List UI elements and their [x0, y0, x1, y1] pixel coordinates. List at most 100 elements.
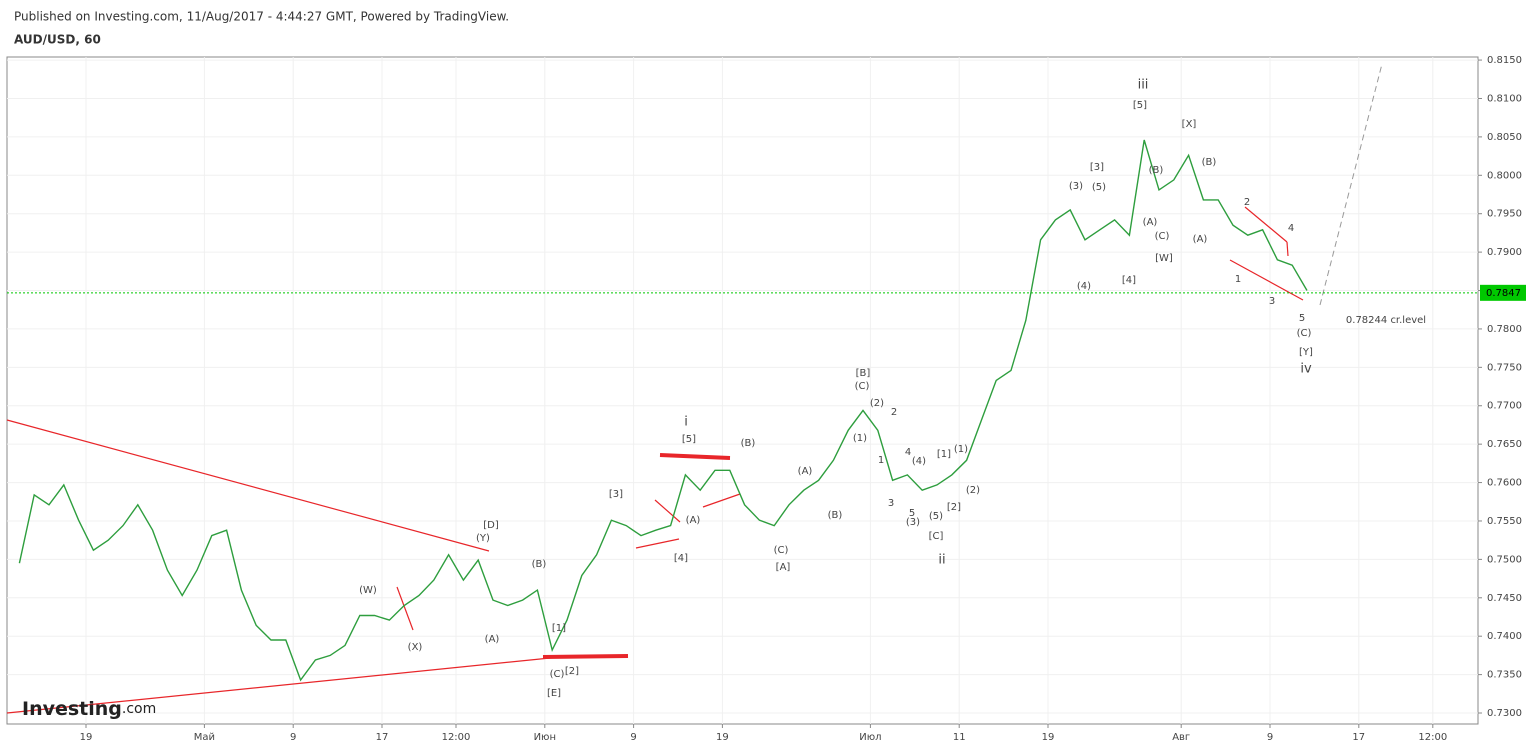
wave-label: 5 [1299, 313, 1305, 324]
y-tick-label: 0.7750 [1487, 362, 1522, 373]
series [7, 139, 1478, 682]
wave-label: [4] [674, 553, 688, 564]
wave-label: (B) [1149, 165, 1164, 176]
x-tick-label: 9 [290, 732, 296, 743]
wave-label: (1) [853, 433, 867, 444]
annotations: iii[5][X](B)(B)[3](3) (5)(A)(C)[W][4](4)(… [359, 78, 1426, 700]
y-tick-label: 0.8050 [1487, 132, 1522, 143]
projection-line [1319, 63, 1383, 306]
wave-label: (4) [1077, 281, 1091, 292]
x-tick-label: 9 [630, 732, 636, 743]
last-price-label: 0.7847 [1486, 288, 1521, 299]
logo: Investing.com [22, 698, 156, 720]
y-tick-label: 0.7350 [1487, 670, 1522, 681]
wave-label: [1] [552, 623, 566, 634]
trend-line [654, 499, 681, 523]
chart-title: AUD/USD, 60 [14, 33, 101, 47]
y-tick-label: 0.8100 [1487, 93, 1522, 104]
wave-label: iii [1138, 78, 1149, 93]
plot-frame [6, 56, 1479, 725]
y-tick-label: 0.7650 [1487, 439, 1522, 450]
wave-label: [W] [1155, 253, 1173, 264]
wave-label: 2 [1244, 197, 1250, 208]
x-tick-label: Май [194, 732, 215, 743]
wave-label: (A) [1193, 234, 1208, 245]
wave-label: ii [938, 553, 945, 568]
wave-label: (2) [870, 398, 884, 409]
y-tick-label: 0.7450 [1487, 593, 1522, 604]
y-tick-label: 0.7300 [1487, 708, 1522, 719]
x-tick-label: 12:00 [442, 732, 471, 743]
wave-label: (1) [954, 444, 968, 455]
wave-label: [5] [682, 434, 696, 445]
wave-label: [C] [929, 531, 944, 542]
y-tick-label: 0.8000 [1487, 170, 1522, 181]
wave-label: (B) [741, 438, 756, 449]
wave-label: (5) [929, 511, 943, 522]
wave-label: (2) [966, 485, 980, 496]
x-tick-label: Июл [859, 732, 881, 743]
trend-line [702, 493, 741, 508]
wave-label: 4 [1288, 223, 1294, 234]
wave-label: [A] [776, 562, 791, 573]
trend-line [1244, 206, 1288, 243]
wave-label: [B] [856, 368, 871, 379]
x-tick-label: 11 [953, 732, 966, 743]
logo-text: Investing [22, 698, 122, 720]
wave-label: [2] [565, 666, 579, 677]
wave-label: i [684, 415, 688, 430]
wave-label: [4] [1122, 275, 1136, 286]
y-tick-label: 0.7550 [1487, 516, 1522, 527]
wave-label: 2 [891, 407, 897, 418]
wave-label: (3) [906, 517, 920, 528]
wave-label: (A) [1143, 217, 1158, 228]
logo-suffix: .com [122, 701, 156, 717]
trend-line [6, 419, 490, 552]
wave-label: (C) [855, 381, 870, 392]
wave-label: (W) [359, 585, 377, 596]
wave-label: [3] [609, 489, 623, 500]
level-line [542, 654, 629, 659]
x-tick-label: 19 [716, 732, 729, 743]
trend-line [635, 538, 680, 549]
wave-label: [Y] [1299, 347, 1313, 358]
y-tick-label: 0.7400 [1487, 631, 1522, 642]
trend-line [1286, 241, 1289, 257]
wave-label: [2] [947, 502, 961, 513]
x-tick-label: 17 [376, 732, 389, 743]
wave-label: (A) [485, 634, 500, 645]
trend-line [6, 656, 561, 714]
y-tick-label: 0.7950 [1487, 209, 1522, 220]
x-tick-label: Авг [1172, 732, 1190, 743]
wave-label: iv [1300, 362, 1312, 377]
trend-lines [6, 63, 1383, 714]
wave-label: (Y) [476, 533, 490, 544]
wave-label: 3 [1269, 296, 1275, 307]
y-tick-label: 0.8150 [1487, 55, 1522, 66]
wave-label: (B) [1202, 157, 1217, 168]
wave-label: (B) [828, 510, 843, 521]
wave-label: (C) [1297, 328, 1312, 339]
trend-line [1229, 259, 1304, 301]
wave-label: (C) [1155, 231, 1170, 242]
y-tick-label: 0.7900 [1487, 247, 1522, 258]
y-tick-label: 0.7800 [1487, 324, 1522, 335]
x-tick-label: 12:00 [1418, 732, 1447, 743]
wave-label: [1] [937, 449, 951, 460]
level-line [659, 453, 731, 460]
published-note: Published on Investing.com, 11/Aug/2017 … [14, 10, 509, 24]
wave-label: [E] [547, 688, 561, 699]
wave-label: (C) [774, 545, 789, 556]
wave-label: 3 [888, 498, 894, 509]
last-price-box [1480, 284, 1526, 301]
wave-label: 0.78244 cr.level [1346, 315, 1426, 326]
x-tick-label: 9 [1267, 732, 1273, 743]
wave-label: 1 [878, 455, 884, 466]
wave-label: 4 [905, 447, 911, 458]
trend-line [396, 586, 414, 631]
y-tick-label: 0.7500 [1487, 554, 1522, 565]
wave-label: (4) [912, 456, 926, 467]
wave-label: (X) [408, 642, 423, 653]
wave-label: [D] [483, 520, 499, 531]
